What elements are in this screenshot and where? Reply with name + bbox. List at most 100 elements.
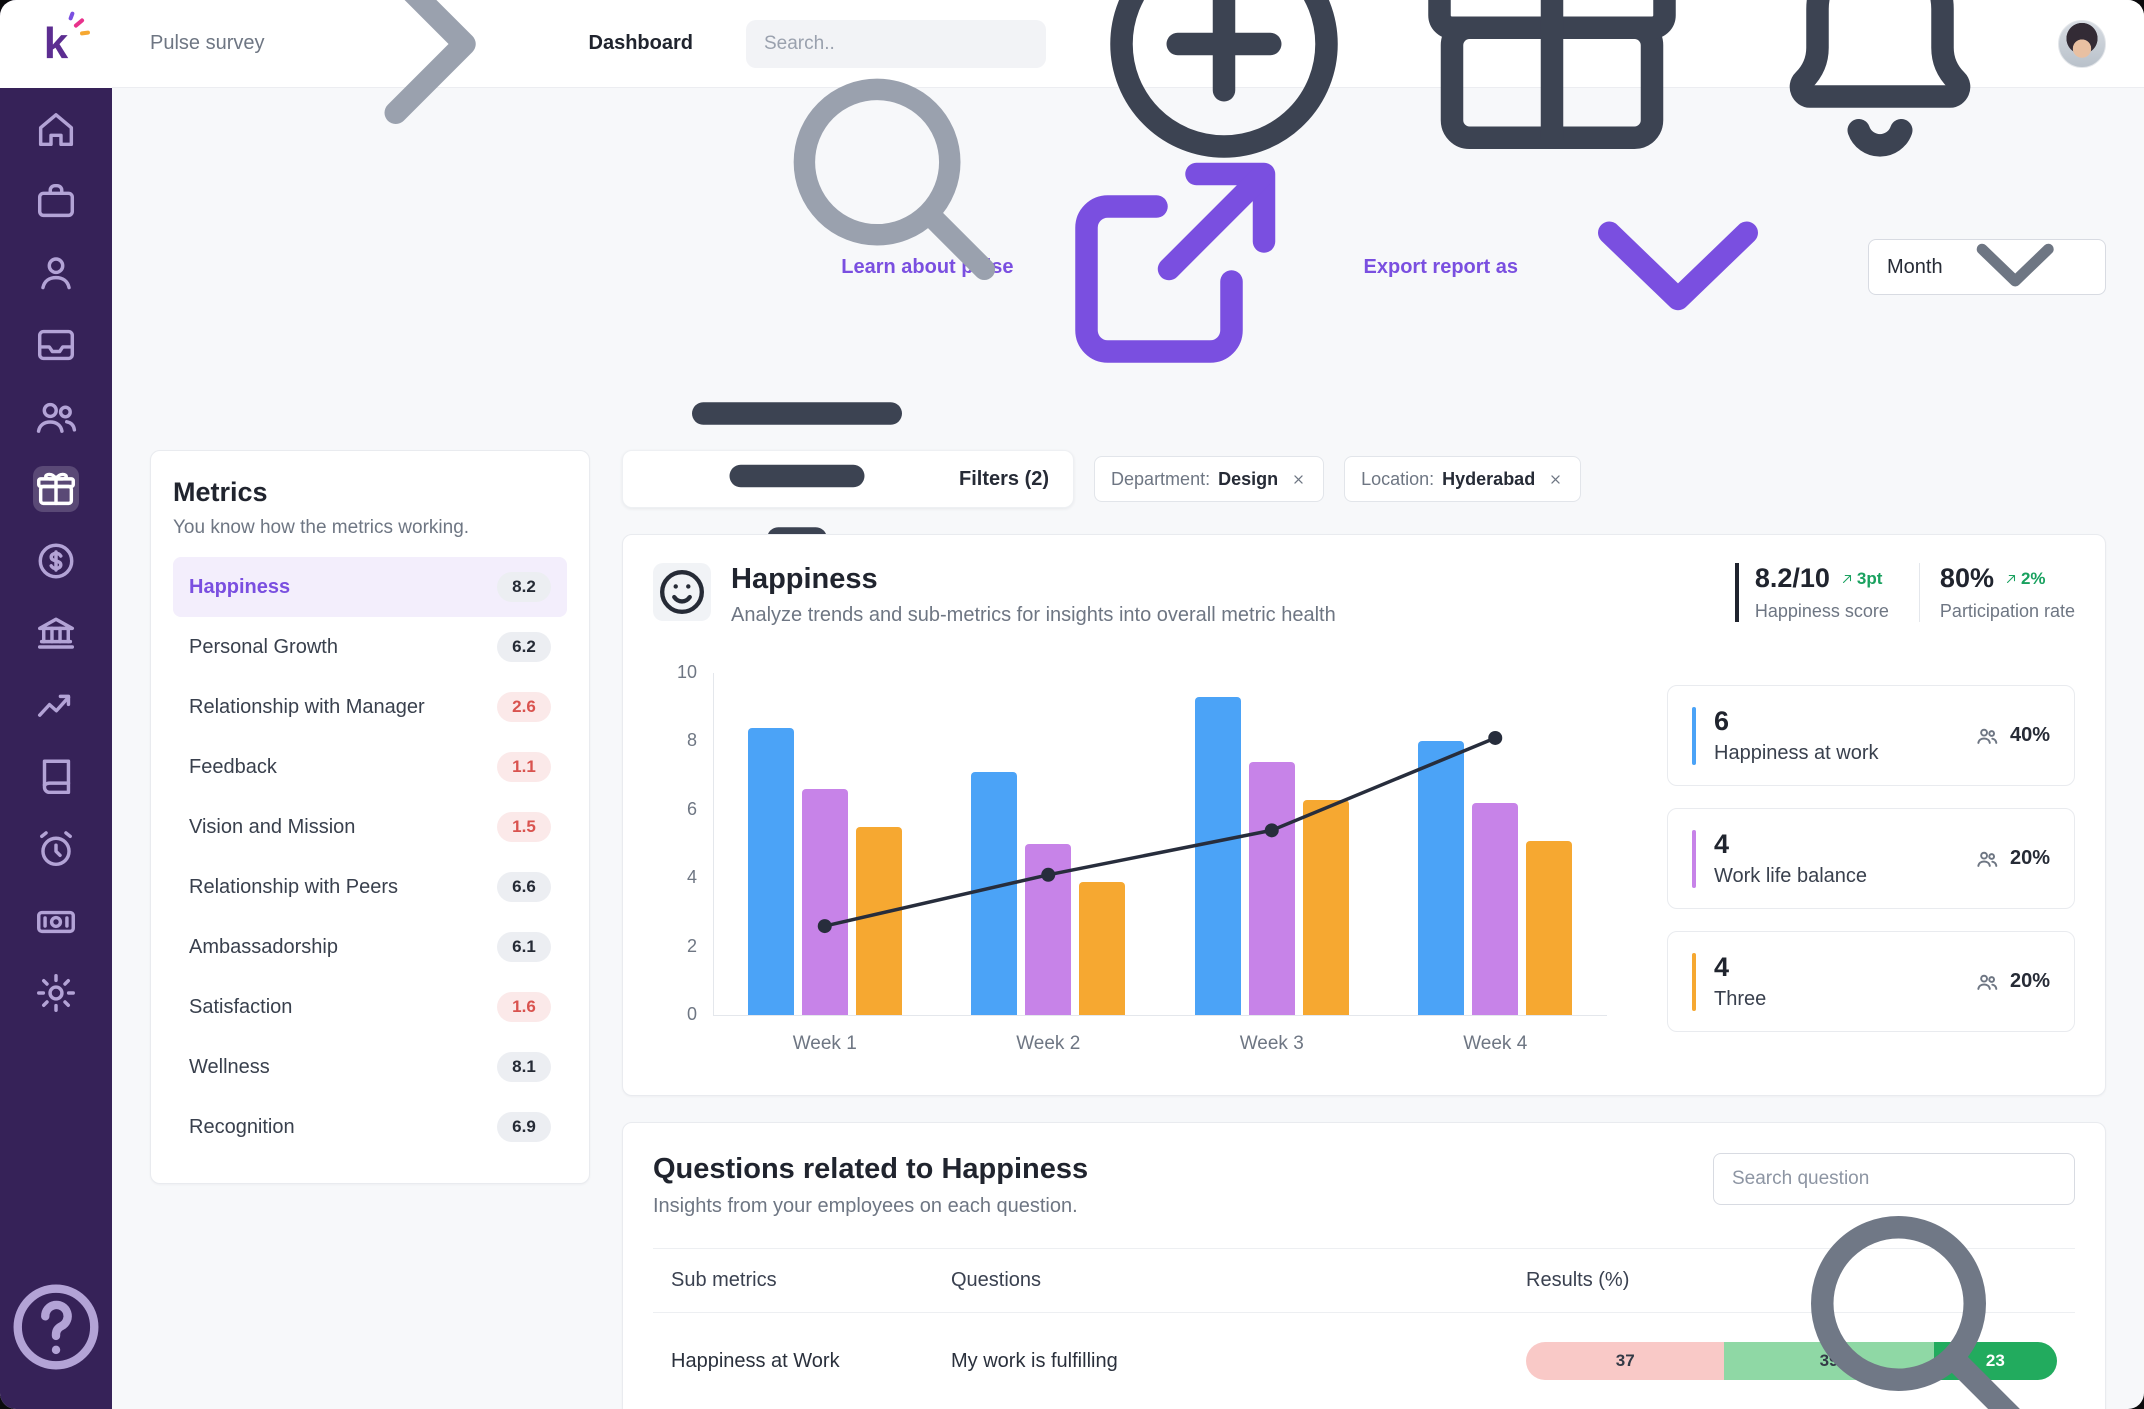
trend-icon[interactable] xyxy=(33,682,79,728)
stat-delta: 3pt xyxy=(1840,569,1882,589)
legend-card-work-life-balance[interactable]: 4 Work life balance 20% xyxy=(1667,808,2075,909)
search-input[interactable] xyxy=(746,19,1046,68)
page-toolbar: Learn about pulse Export report as Month xyxy=(150,88,2106,424)
stat-participation-rate: 80% 2% Participation rate xyxy=(1918,563,2075,622)
legend-card-happiness-at-work[interactable]: 6 Happiness at work 40% xyxy=(1667,685,2075,786)
stat-label: Participation rate xyxy=(1939,601,2075,621)
metric-label: Happiness xyxy=(189,575,291,598)
book-icon[interactable] xyxy=(33,754,79,800)
x-axis-label: Week 4 xyxy=(1463,1033,1528,1054)
filter-chips: Department: Design Location: Hyderabad xyxy=(1094,456,1582,502)
dollar-icon[interactable] xyxy=(33,538,79,584)
top-header: Pulse survey Dashboard xyxy=(112,0,2144,280)
bar-three-week-3 xyxy=(1302,799,1349,1015)
col-sub-metrics: Sub metrics xyxy=(671,1269,777,1291)
metric-score-badge: 1.6 xyxy=(497,992,551,1022)
question-search xyxy=(1713,1153,2075,1409)
banknote-icon[interactable] xyxy=(33,898,79,944)
users-icon[interactable] xyxy=(33,394,79,440)
metric-score-badge: 1.5 xyxy=(497,812,551,842)
filter-chip-location[interactable]: Location: Hyderabad xyxy=(1344,456,1582,502)
period-select[interactable]: Month xyxy=(1868,239,2106,295)
legend-percent: 20% xyxy=(2009,847,2050,869)
bank-icon[interactable] xyxy=(33,610,79,656)
bar-three-week-1 xyxy=(855,826,902,1015)
metric-item-personal-growth[interactable]: Personal Growth 6.2 xyxy=(173,617,567,677)
bar-work-life-balance-week-4 xyxy=(1472,802,1519,1015)
question-search-input[interactable] xyxy=(1713,1153,2075,1205)
metric-item-recognition[interactable]: Recognition 6.9 xyxy=(173,1097,567,1157)
legend-card-three[interactable]: 4 Three 20% xyxy=(1667,931,2075,1032)
sidebar-nav xyxy=(33,106,79,1016)
metric-item-feedback[interactable]: Feedback 1.1 xyxy=(173,737,567,797)
people-icon xyxy=(1974,723,2000,749)
briefcase-icon[interactable] xyxy=(33,178,79,224)
metrics-title: Metrics xyxy=(173,477,268,507)
bar-work-life-balance-week-3 xyxy=(1248,761,1295,1015)
metric-item-relationship-with-peers[interactable]: Relationship with Peers 6.6 xyxy=(173,857,567,917)
stat-value: 80% xyxy=(1939,563,1994,593)
metric-item-satisfaction[interactable]: Satisfaction 1.6 xyxy=(173,977,567,1037)
questions-header: Questions related to Happiness Insights … xyxy=(653,1153,2075,1409)
chevron-down-icon xyxy=(1943,192,2087,342)
metric-label: Feedback xyxy=(189,755,277,778)
row-sub-metric: Happiness at Work xyxy=(671,1349,840,1372)
user-icon[interactable] xyxy=(33,250,79,296)
metrics-subtitle: You know how the metrics working. xyxy=(173,517,470,538)
metric-item-wellness[interactable]: Wellness 8.1 xyxy=(173,1037,567,1097)
metric-label: Satisfaction xyxy=(189,995,293,1018)
metric-item-ambassadorship[interactable]: Ambassadorship 6.1 xyxy=(173,917,567,977)
trend-line xyxy=(817,730,1503,934)
metric-item-vision-and-mission[interactable]: Vision and Mission 1.5 xyxy=(173,797,567,857)
stat-label: Happiness score xyxy=(1754,601,1889,621)
metric-label: Ambassadorship xyxy=(189,935,338,958)
remove-filter-icon[interactable] xyxy=(1290,471,1307,488)
happiness-subtitle: Analyze trends and sub-metrics for insig… xyxy=(731,604,1336,626)
people-icon xyxy=(1974,846,2000,872)
learn-about-pulse-link[interactable]: Learn about pulse xyxy=(841,114,1323,420)
remove-filter-icon[interactable] xyxy=(1547,471,1564,488)
metric-score-badge: 6.1 xyxy=(497,932,551,962)
box-icon[interactable] xyxy=(33,466,79,512)
gift-icon[interactable] xyxy=(1402,0,1702,194)
add-button[interactable] xyxy=(1074,0,1374,194)
help-icon[interactable] xyxy=(0,1271,112,1383)
user-avatar[interactable] xyxy=(2058,19,2106,68)
logo-spark xyxy=(79,30,91,36)
legend-value: 6 xyxy=(1714,706,1730,736)
metric-score-badge: 6.9 xyxy=(497,1112,551,1142)
filters-button-label: Filters (2) xyxy=(959,467,1050,490)
happiness-stats: 8.2/10 3pt Happiness score 80% 2% Participati… xyxy=(1734,563,2075,622)
search-icon xyxy=(1761,1166,2061,1409)
logo-spark xyxy=(73,17,85,29)
metric-item-happiness[interactable]: Happiness 8.2 xyxy=(173,557,567,617)
gear-icon[interactable] xyxy=(33,970,79,1016)
bar-happiness-at-work-week-2 xyxy=(971,772,1018,1015)
metric-label: Vision and Mission xyxy=(189,815,356,838)
questions-title: Questions related to Happiness xyxy=(653,1153,1089,1185)
metric-item-relationship-with-manager[interactable]: Relationship with Manager 2.6 xyxy=(173,677,567,737)
notifications-bell-icon[interactable] xyxy=(1730,0,2030,194)
export-report-button[interactable]: Export report as xyxy=(1364,114,1828,420)
legend-percent: 20% xyxy=(2009,970,2050,992)
logo-mark: k xyxy=(33,11,91,71)
bar-happiness-at-work-week-1 xyxy=(747,727,794,1015)
breadcrumb-section[interactable]: Pulse survey xyxy=(150,32,265,54)
global-search xyxy=(746,19,1046,280)
breadcrumb: Pulse survey Dashboard xyxy=(150,0,693,194)
page-content: Learn about pulse Export report as Month… xyxy=(112,88,2144,1409)
question-row: Happiness at Work My work is fulfilling 37… xyxy=(653,1313,2075,1409)
questions-table-header: Sub metrics Questions Results (%) xyxy=(653,1248,2075,1313)
home-icon[interactable] xyxy=(33,106,79,152)
metric-label: Personal Growth xyxy=(189,635,338,658)
filter-chip-department[interactable]: Department: Design xyxy=(1094,456,1325,502)
chip-field: Department: xyxy=(1111,468,1211,489)
chip-value: Design xyxy=(1218,468,1279,489)
row-question: My work is fulfilling xyxy=(951,1349,1118,1372)
legend-label: Three xyxy=(1714,988,1767,1010)
legend-value: 4 xyxy=(1714,829,1730,859)
inbox-icon[interactable] xyxy=(33,322,79,368)
chevron-down-icon xyxy=(1528,114,1828,420)
filters-button[interactable]: Filters (2) xyxy=(622,402,1075,550)
clock-icon[interactable] xyxy=(33,826,79,872)
